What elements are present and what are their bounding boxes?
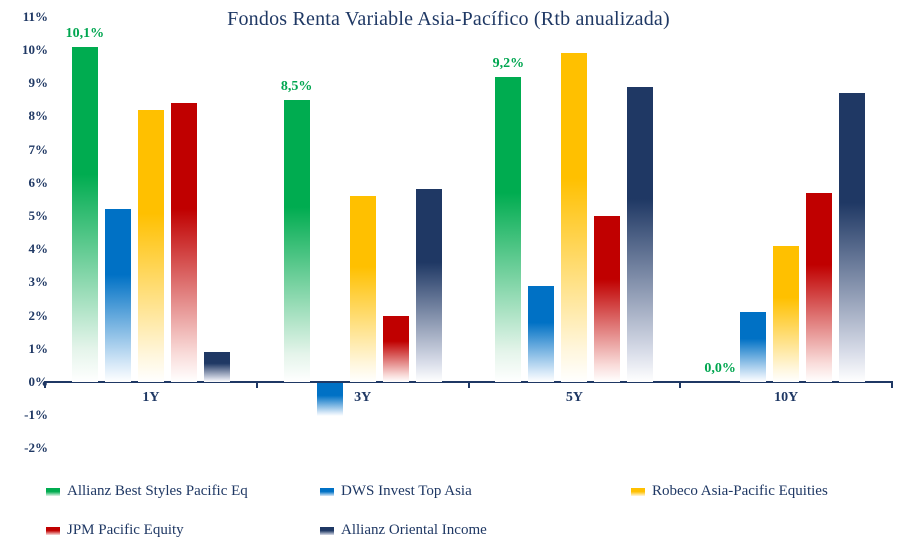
y-axis-tick-label: 1% (28, 340, 49, 356)
bar (203, 352, 230, 382)
x-axis-category-label: 5Y (565, 390, 583, 405)
x-axis-tick (255, 381, 258, 388)
legend-label: Allianz Best Styles Pacific Eq (67, 483, 248, 499)
bar (528, 285, 555, 382)
bar (806, 192, 833, 382)
y-axis-tick-label: 9% (28, 75, 49, 91)
legend-marker-swatch (320, 487, 334, 496)
bar (773, 245, 800, 382)
y-axis-tick-label: 8% (28, 108, 49, 124)
bar (170, 103, 197, 382)
legend-marker-swatch (46, 526, 60, 535)
y-axis-tick-label: -1% (24, 407, 48, 423)
y-axis-tick-label: 6% (28, 174, 49, 190)
legend-item: JPM Pacific Equity (46, 522, 184, 539)
y-axis-tick-label: 3% (28, 274, 49, 290)
legend-label: Robeco Asia-Pacific Equities (652, 483, 828, 499)
bar-value-label: 9,2% (492, 55, 525, 71)
bar (283, 99, 310, 382)
y-axis-tick-label: 5% (28, 208, 49, 223)
bar (71, 46, 98, 382)
legend-marker-swatch (631, 487, 645, 496)
bar (561, 53, 588, 382)
bar (594, 216, 621, 382)
x-axis-tick (467, 381, 470, 388)
y-axis-tick-label: 10% (22, 42, 48, 57)
bar (104, 209, 131, 382)
bar (137, 109, 164, 382)
bar (349, 196, 376, 382)
bar (839, 93, 866, 382)
bar (740, 312, 767, 382)
bar (415, 189, 442, 382)
bar (382, 315, 409, 382)
x-axis-tick (679, 381, 682, 388)
bar-value-label: 0,0% (704, 361, 736, 376)
x-axis-tick (44, 381, 46, 388)
y-axis-tick-label: 2% (28, 307, 49, 323)
x-axis-category-label: 1Y (142, 390, 160, 405)
bar-value-label: 8,5% (280, 78, 313, 94)
x-axis-category-label: 10Y (774, 390, 799, 405)
legend-label: DWS Invest Top Asia (341, 483, 472, 499)
chart-title: Fondos Renta Variable Asia-Pacífico (Rtb… (227, 8, 670, 30)
x-axis-tick (891, 381, 893, 388)
y-axis-tick-label: 4% (28, 241, 49, 257)
y-axis-tick-label: 7% (28, 141, 49, 157)
legend-item: Allianz Best Styles Pacific Eq (46, 483, 248, 500)
x-axis-category-label: 3Y (354, 390, 372, 405)
y-axis-tick-label: -2% (24, 440, 48, 456)
legend-label: Allianz Oriental Income (341, 522, 487, 538)
legend-item: Allianz Oriental Income (320, 522, 487, 539)
legend-label: JPM Pacific Equity (67, 522, 184, 538)
bar-value-label: 10,1% (65, 25, 105, 41)
bar (316, 383, 343, 417)
y-axis-tick-label: 0% (28, 374, 49, 389)
legend-marker-swatch (320, 526, 334, 535)
legend-item: Robeco Asia-Pacific Equities (631, 483, 828, 500)
bar (495, 76, 522, 382)
y-axis-tick-label: 11% (22, 8, 48, 24)
legend-marker-swatch (46, 487, 60, 496)
legend-item: DWS Invest Top Asia (320, 483, 472, 500)
bar (627, 86, 654, 382)
